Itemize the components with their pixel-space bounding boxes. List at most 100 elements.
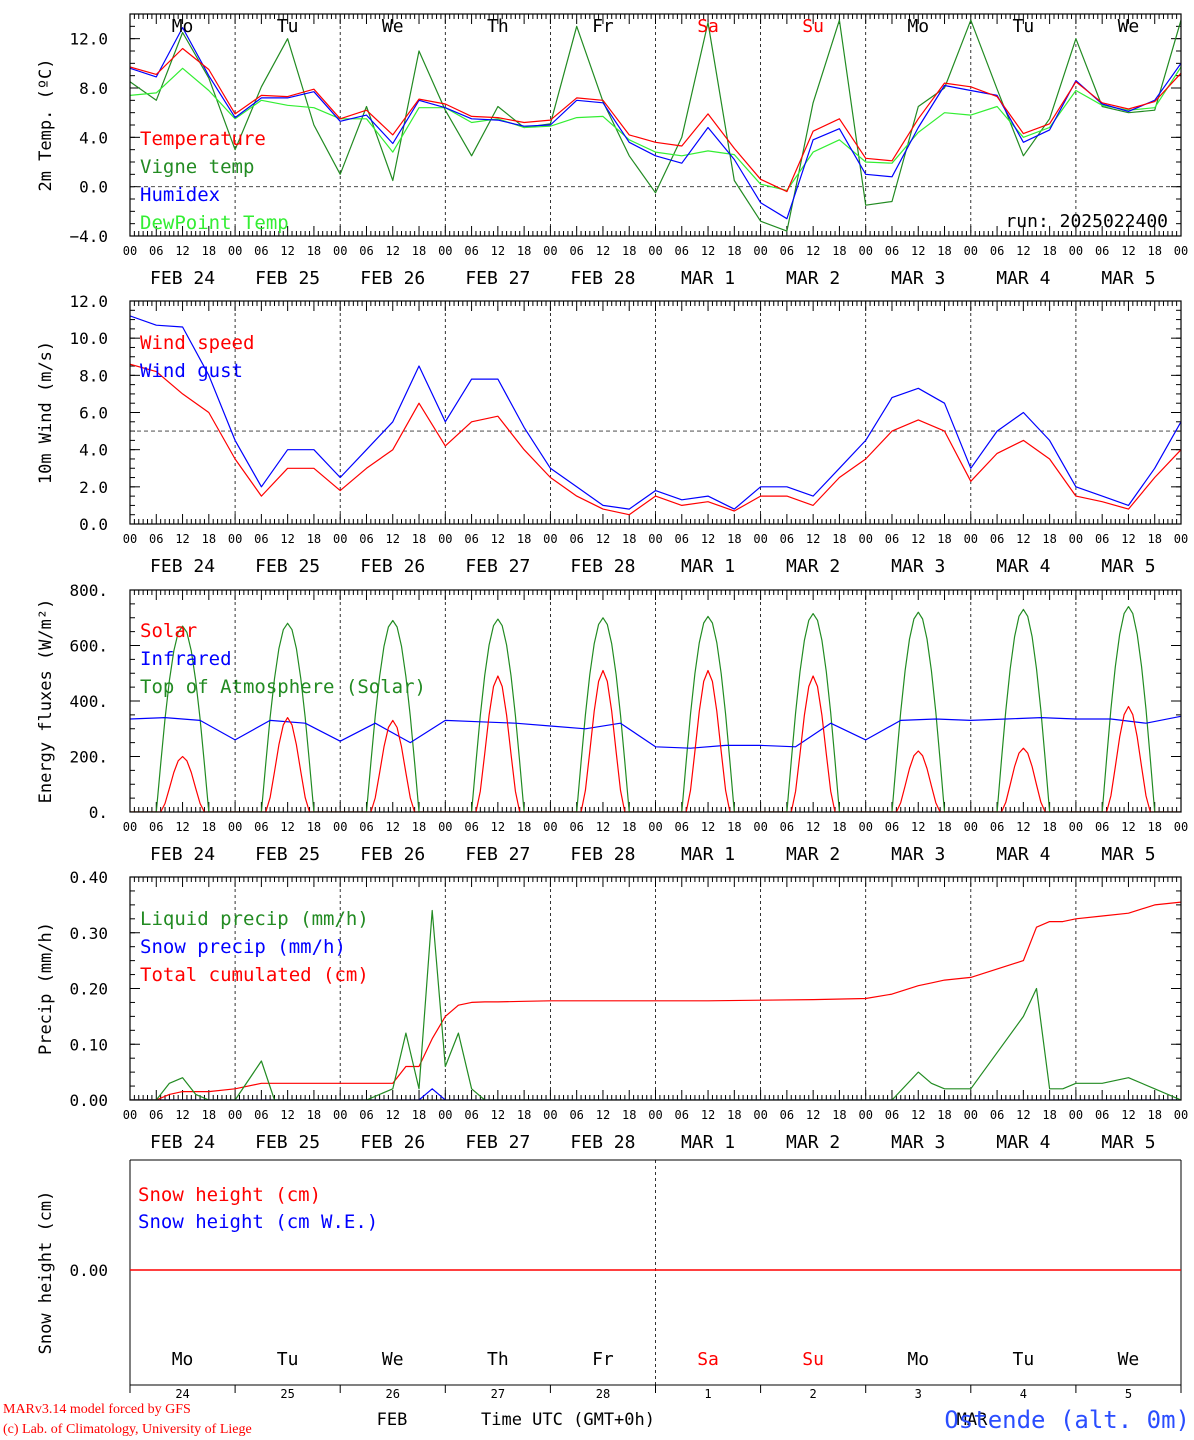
hour-tick-label: 06 xyxy=(990,532,1004,546)
hour-tick-label: 18 xyxy=(1042,1108,1056,1122)
hour-tick-label: 18 xyxy=(622,820,636,834)
hour-tick-label: 00 xyxy=(1174,244,1188,258)
hour-tick-label: 12 xyxy=(1121,244,1135,258)
hour-tick-label: 00 xyxy=(543,1108,557,1122)
y-tick-label: 0.30 xyxy=(69,924,108,943)
hour-tick-label: 00 xyxy=(648,820,662,834)
hour-tick-label: 12 xyxy=(1121,1108,1135,1122)
hour-tick-label: 18 xyxy=(202,532,216,546)
date-label: MAR 3 xyxy=(891,268,945,289)
hour-tick-label: 18 xyxy=(412,820,426,834)
series-total-cumulated-cm- xyxy=(130,901,1181,1100)
station-label: Ostende (alt. 0m) xyxy=(944,1406,1190,1434)
hour-tick-label: 12 xyxy=(175,532,189,546)
legend-entry: Total cumulated (cm) xyxy=(140,964,369,986)
date-label: MAR 4 xyxy=(996,556,1050,577)
weekday-label: We xyxy=(382,1349,404,1370)
y-tick-label: 12.0 xyxy=(69,292,108,311)
hour-tick-label: 00 xyxy=(228,820,242,834)
series-liquid-precip-mm-h- xyxy=(130,909,1181,1100)
hour-tick-label: 06 xyxy=(359,244,373,258)
hour-tick-label: 00 xyxy=(858,244,872,258)
hour-tick-label: 00 xyxy=(438,1108,452,1122)
hour-tick-label: 18 xyxy=(937,820,951,834)
hour-tick-label: 00 xyxy=(1069,532,1083,546)
legend-entry: Humidex xyxy=(140,184,220,206)
weekday-label: Tu xyxy=(1013,1349,1035,1370)
hour-tick-label: 06 xyxy=(1095,244,1109,258)
y-tick-label: 0.20 xyxy=(69,980,108,999)
date-label: FEB 28 xyxy=(570,556,635,577)
weekday-label: Mo xyxy=(907,16,929,37)
legend-entry: Infrared xyxy=(140,648,232,670)
date-label: MAR 2 xyxy=(786,268,840,289)
y-tick-label: 4.0 xyxy=(79,128,108,147)
hour-tick-label: 12 xyxy=(1016,244,1030,258)
y-tick-label: 0.00 xyxy=(69,1261,108,1280)
hour-tick-label: 06 xyxy=(990,244,1004,258)
hour-tick-label: 18 xyxy=(1042,244,1056,258)
legend-entry: Wind speed xyxy=(140,332,254,354)
hour-tick-label: 06 xyxy=(675,820,689,834)
day-number-label: 25 xyxy=(280,1387,294,1401)
hour-tick-label: 00 xyxy=(543,820,557,834)
hour-tick-label: 18 xyxy=(727,820,741,834)
y-axis-label: Precip (mm/h) xyxy=(36,922,56,1055)
date-label: MAR 5 xyxy=(1101,556,1155,577)
hour-tick-label: 06 xyxy=(885,1108,899,1122)
hour-tick-label: 00 xyxy=(438,532,452,546)
hour-tick-label: 06 xyxy=(569,1108,583,1122)
hour-tick-label: 06 xyxy=(464,1108,478,1122)
y-tick-label: 10.0 xyxy=(69,329,108,348)
hour-tick-label: 12 xyxy=(491,1108,505,1122)
day-number-label: 4 xyxy=(1020,1387,1027,1401)
hour-tick-label: 12 xyxy=(386,1108,400,1122)
series-solar xyxy=(130,669,1181,812)
day-number-label: 24 xyxy=(175,1387,189,1401)
series-group xyxy=(130,605,1181,812)
hour-tick-label: 06 xyxy=(254,244,268,258)
hour-tick-label: 18 xyxy=(937,532,951,546)
date-label: MAR 1 xyxy=(681,844,735,865)
hour-tick-label: 00 xyxy=(333,1108,347,1122)
series-humidex xyxy=(130,27,1181,220)
weekday-label: Mo xyxy=(172,16,194,37)
hour-tick-label: 18 xyxy=(202,1108,216,1122)
hour-tick-label: 06 xyxy=(990,820,1004,834)
hour-tick-label: 12 xyxy=(175,1108,189,1122)
date-label: FEB 25 xyxy=(255,844,320,865)
hour-tick-label: 00 xyxy=(123,1108,137,1122)
hour-tick-label: 06 xyxy=(254,532,268,546)
hour-tick-label: 00 xyxy=(858,1108,872,1122)
date-label: FEB 27 xyxy=(465,1132,530,1153)
hour-tick-label: 12 xyxy=(701,532,715,546)
time-axis-label: Time UTC (GMT+0h) xyxy=(481,1410,655,1430)
hour-tick-label: 06 xyxy=(885,244,899,258)
hour-tick-label: 12 xyxy=(701,1108,715,1122)
hour-tick-label: 00 xyxy=(333,532,347,546)
weekday-label: Th xyxy=(487,16,509,37)
hour-tick-label: 18 xyxy=(412,244,426,258)
hour-tick-label: 18 xyxy=(832,1108,846,1122)
hour-tick-label: 18 xyxy=(1147,532,1161,546)
hour-tick-label: 18 xyxy=(727,532,741,546)
date-label: FEB 24 xyxy=(150,556,215,577)
hour-tick-label: 06 xyxy=(464,532,478,546)
date-label: MAR 5 xyxy=(1101,1132,1155,1153)
hour-tick-label: 12 xyxy=(491,820,505,834)
hour-tick-label: 18 xyxy=(832,820,846,834)
series-group xyxy=(130,901,1181,1100)
hour-tick-label: 00 xyxy=(1174,1108,1188,1122)
hour-tick-label: 18 xyxy=(832,532,846,546)
weekday-label: Tu xyxy=(277,1349,299,1370)
model-credit-line1: MARv3.14 model forced by GFS xyxy=(3,1402,191,1417)
weekday-label: We xyxy=(382,16,404,37)
model-credit-line2: (c) Lab. of Climatology, University of L… xyxy=(3,1422,252,1437)
hour-tick-label: 12 xyxy=(386,532,400,546)
hour-tick-label: 00 xyxy=(438,820,452,834)
date-label: MAR 2 xyxy=(786,556,840,577)
hour-tick-label: 12 xyxy=(491,244,505,258)
hour-tick-label: 12 xyxy=(701,820,715,834)
hour-tick-label: 00 xyxy=(228,532,242,546)
